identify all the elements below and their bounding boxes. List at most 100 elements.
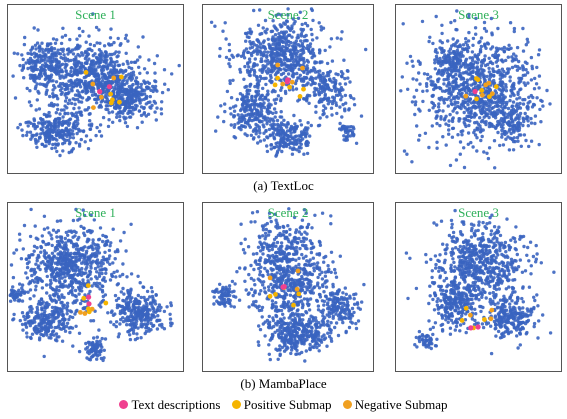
embedding-point — [430, 83, 435, 87]
embedding-point — [123, 75, 127, 80]
embedding-point — [102, 356, 106, 360]
embedding-point — [458, 74, 463, 78]
embedding-point — [126, 288, 130, 293]
embedding-point — [146, 112, 151, 117]
embedding-point — [421, 99, 425, 104]
embedding-point — [53, 142, 58, 146]
embedding-point — [64, 96, 69, 100]
embedding-point — [31, 65, 35, 69]
embedding-point — [255, 109, 259, 114]
embedding-point — [482, 57, 487, 62]
embedding-point — [524, 68, 528, 72]
embedding-point — [261, 86, 265, 91]
embedding-point — [252, 62, 257, 66]
embedding-point — [464, 40, 468, 45]
positive-submap-marker — [119, 74, 124, 80]
embedding-point — [515, 102, 519, 106]
embedding-point — [36, 28, 40, 32]
embedding-point — [259, 102, 264, 107]
embedding-point — [50, 237, 54, 241]
embedding-point — [336, 93, 340, 98]
embedding-point — [73, 97, 77, 102]
embedding-point — [496, 26, 500, 31]
embedding-point — [515, 126, 519, 130]
embedding-point — [256, 23, 261, 27]
embedding-point — [447, 119, 451, 123]
embedding-point — [155, 309, 159, 313]
embedding-point — [88, 270, 93, 274]
embedding-point — [437, 60, 441, 64]
embedding-point — [518, 106, 523, 110]
embedding-point — [301, 83, 305, 88]
embedding-point — [269, 68, 273, 73]
embedding-point — [512, 52, 516, 56]
embedding-point — [282, 50, 287, 54]
embedding-point — [47, 127, 52, 131]
embedding-point — [459, 64, 464, 68]
embedding-point — [493, 55, 497, 59]
embedding-point — [332, 98, 336, 103]
embedding-point — [511, 83, 515, 87]
embedding-point — [317, 21, 321, 25]
embedding-point — [90, 59, 94, 63]
embedding-point — [279, 123, 283, 127]
embedding-point — [474, 32, 478, 36]
embedding-point — [43, 64, 48, 69]
embedding-point — [153, 299, 157, 303]
embedding-point — [87, 106, 91, 110]
embedding-point — [474, 113, 478, 117]
embedding-point — [42, 354, 46, 359]
embedding-point — [92, 336, 96, 340]
embedding-point — [120, 85, 124, 90]
embedding-point — [32, 249, 36, 253]
embedding-point — [125, 323, 129, 327]
embedding-point — [103, 76, 108, 81]
embedding-point — [307, 101, 311, 106]
embedding-point — [292, 22, 296, 26]
scene-label: Scene 1 — [75, 7, 116, 22]
embedding-point — [461, 71, 465, 75]
embedding-point — [40, 142, 45, 147]
embedding-point — [47, 315, 51, 320]
embedding-point — [95, 41, 99, 45]
embedding-point — [296, 33, 300, 37]
embedding-point — [463, 122, 467, 127]
embedding-point — [258, 50, 262, 54]
negative-submap-marker — [111, 75, 117, 81]
embedding-point — [330, 80, 334, 84]
embedding-point — [508, 79, 512, 83]
embedding-point — [228, 64, 232, 69]
embedding-point — [129, 60, 134, 64]
embedding-point — [141, 285, 145, 289]
embedding-point — [274, 141, 278, 146]
embedding-point — [473, 106, 477, 110]
embedding-point — [95, 357, 99, 361]
embedding-point — [491, 69, 495, 74]
embedding-point — [435, 140, 439, 144]
embedding-point — [45, 274, 49, 279]
embedding-point — [57, 84, 61, 88]
embedding-point — [94, 347, 98, 351]
embedding-point — [413, 112, 417, 117]
embedding-point — [272, 107, 277, 111]
embedding-point — [65, 254, 69, 258]
embedding-point — [74, 294, 78, 299]
embedding-point — [446, 77, 450, 81]
embedding-point — [28, 288, 33, 292]
embedding-point — [487, 105, 491, 109]
embedding-point — [340, 30, 344, 34]
embedding-point — [218, 54, 222, 58]
embedding-point — [341, 125, 346, 129]
embedding-point — [271, 39, 275, 43]
embedding-point — [114, 87, 119, 91]
embedding-point — [444, 122, 448, 126]
embedding-point — [33, 43, 38, 47]
embedding-point — [454, 66, 458, 71]
embedding-point — [505, 100, 509, 105]
embedding-point — [279, 30, 284, 34]
positive-submap-marker — [297, 94, 303, 99]
embedding-point — [57, 319, 61, 324]
embedding-point — [467, 88, 472, 92]
embedding-point — [306, 70, 310, 74]
embedding-point — [54, 306, 59, 311]
